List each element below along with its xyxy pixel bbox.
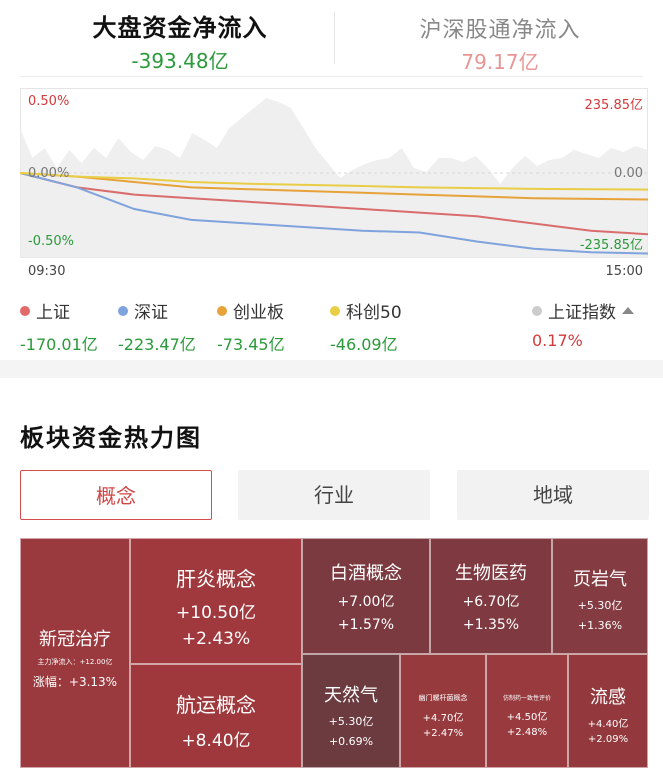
heatmap-tile[interactable]: 幽门螺杆菌概念 +4.70亿 +2.47% <box>400 654 486 768</box>
tile-name: 生物医药 <box>455 563 527 584</box>
tile-flow: +7.00亿 <box>337 594 395 610</box>
right-axis-mid: 0.00 <box>614 166 643 181</box>
legend-value: -73.45亿 <box>217 335 285 354</box>
series-line-深证 <box>20 172 648 255</box>
tile-flow: +6.70亿 <box>462 594 520 610</box>
series-line-上证 <box>20 172 648 236</box>
legend-shanghai[interactable]: 上证 -170.01亿 <box>20 298 98 355</box>
series-line-创业板 <box>20 172 648 201</box>
legend-label: 创业板 <box>233 303 284 323</box>
heatmap-tile[interactable]: 肝炎概念 +10.50亿 +2.43% <box>130 538 302 664</box>
tile-flow: +10.50亿 <box>176 603 256 623</box>
tile-name: 航运概念 <box>176 693 256 717</box>
tile-name: 肝炎概念 <box>176 567 256 591</box>
heatmap-tile[interactable]: 生物医药 +6.70亿 +1.35% <box>430 538 552 654</box>
heatmap-tile[interactable]: 仿制药一致性评价 +4.50亿 +2.48% <box>486 654 568 768</box>
heatmap-tile[interactable]: 天然气 +5.30亿 +0.69% <box>302 654 400 768</box>
legend-value: -46.09亿 <box>330 335 398 354</box>
tile-name: 幽门螺杆菌概念 <box>418 694 468 702</box>
tab-divider <box>334 12 335 64</box>
tile-flow: 主力净流入：+12.00亿 <box>37 658 113 666</box>
section-title: 板块资金热力图 <box>20 424 202 452</box>
tab-market-title: 大盘资金净流入 <box>92 14 268 42</box>
legend-dot-icon <box>118 306 128 316</box>
tile-name: 天然气 <box>324 685 378 706</box>
tile-change: +1.35% <box>462 617 520 633</box>
legend-chinext[interactable]: 创业板 -73.45亿 <box>217 298 285 355</box>
tab-market-value: -393.48亿 <box>131 49 229 73</box>
segment-concept[interactable]: 概念 <box>20 470 212 520</box>
legend-value: -170.01亿 <box>20 335 98 354</box>
segment-region[interactable]: 地域 <box>457 470 649 520</box>
heatmap-tile[interactable]: 页岩气 +5.30亿 +1.36% <box>552 538 648 654</box>
tile-flow: +4.40亿 <box>587 719 629 730</box>
tab-northbound-title: 沪深股通净流入 <box>419 18 581 43</box>
time-start: 09:30 <box>28 264 66 279</box>
sector-heatmap-panel: 板块资金热力图 概念 行业 地域 新冠治疗 主力净流入：+12.00亿 涨幅：+… <box>0 378 663 775</box>
tile-name: 白酒概念 <box>330 563 402 584</box>
legend-dot-icon <box>330 306 340 316</box>
tile-change: +1.57% <box>337 617 395 633</box>
tile-name: 仿制药一致性评价 <box>502 695 551 702</box>
tile-name: 流感 <box>590 687 626 708</box>
legend-shenzhen[interactable]: 深证 -223.47亿 <box>118 298 196 355</box>
tab-market-fund-inflow[interactable]: 大盘资金净流入 -393.48亿 <box>60 8 300 74</box>
legend-star50[interactable]: 科创50 -46.09亿 <box>330 298 402 355</box>
fund-flow-panel: 大盘资金净流入 -393.48亿 沪深股通净流入 79.17亿 0.50% 0.… <box>0 0 663 360</box>
legend-label: 上证 <box>36 303 70 323</box>
right-axis-bottom: -235.85亿 <box>579 238 643 253</box>
legend-value: -223.47亿 <box>118 335 196 354</box>
segment-industry[interactable]: 行业 <box>238 470 430 520</box>
tile-flow: +4.50亿 <box>506 712 548 723</box>
tile-flow: +4.70亿 <box>422 713 464 724</box>
time-end: 15:00 <box>605 264 643 279</box>
tile-change: +2.09% <box>587 734 629 745</box>
tile-flow: +5.30亿 <box>577 599 623 612</box>
legend-label: 深证 <box>134 303 168 323</box>
tile-name: 页岩气 <box>573 569 627 590</box>
right-axis-top: 235.85亿 <box>584 98 644 113</box>
left-axis-mid: 0.00% <box>28 166 70 181</box>
legend-label: 科创50 <box>346 303 402 323</box>
tab-northbound-value: 79.17亿 <box>461 50 539 74</box>
tile-change: +2.43% <box>181 629 251 649</box>
legend-dot-icon <box>217 306 227 316</box>
tab-northbound-inflow[interactable]: 沪深股通净流入 79.17亿 <box>380 12 620 75</box>
fund-flow-chart[interactable] <box>20 88 648 258</box>
legend-sh-index[interactable]: 上证指数 0.17% <box>532 298 634 350</box>
legend-label: 上证指数 <box>548 303 616 323</box>
tile-flow: +5.30亿 <box>328 715 374 728</box>
tile-change: +2.48% <box>506 727 548 738</box>
tile-change: +2.47% <box>422 728 464 739</box>
tile-flow: +8.40亿 <box>181 731 251 751</box>
left-axis-top: 0.50% <box>28 94 70 109</box>
tile-change: +1.36% <box>577 619 623 632</box>
legend-dot-icon <box>20 306 30 316</box>
legend-dot-icon <box>532 306 542 316</box>
caret-up-icon <box>622 306 634 314</box>
tile-change: +0.69% <box>328 735 374 748</box>
tile-name: 新冠治疗 <box>39 629 111 650</box>
legend-value: 0.17% <box>532 331 583 350</box>
heatmap-tile[interactable]: 白酒概念 +7.00亿 +1.57% <box>302 538 430 654</box>
heatmap-tile[interactable]: 航运概念 +8.40亿 <box>130 664 302 768</box>
tab-underline <box>20 76 643 77</box>
heatmap-tile[interactable]: 流感 +4.40亿 +2.09% <box>568 654 648 768</box>
series-line-科创50 <box>20 172 648 191</box>
tile-change: 涨幅：+3.13% <box>32 675 118 689</box>
left-axis-bottom: -0.50% <box>28 234 74 249</box>
heatmap-tile[interactable]: 新冠治疗 主力净流入：+12.00亿 涨幅：+3.13% <box>20 538 130 768</box>
